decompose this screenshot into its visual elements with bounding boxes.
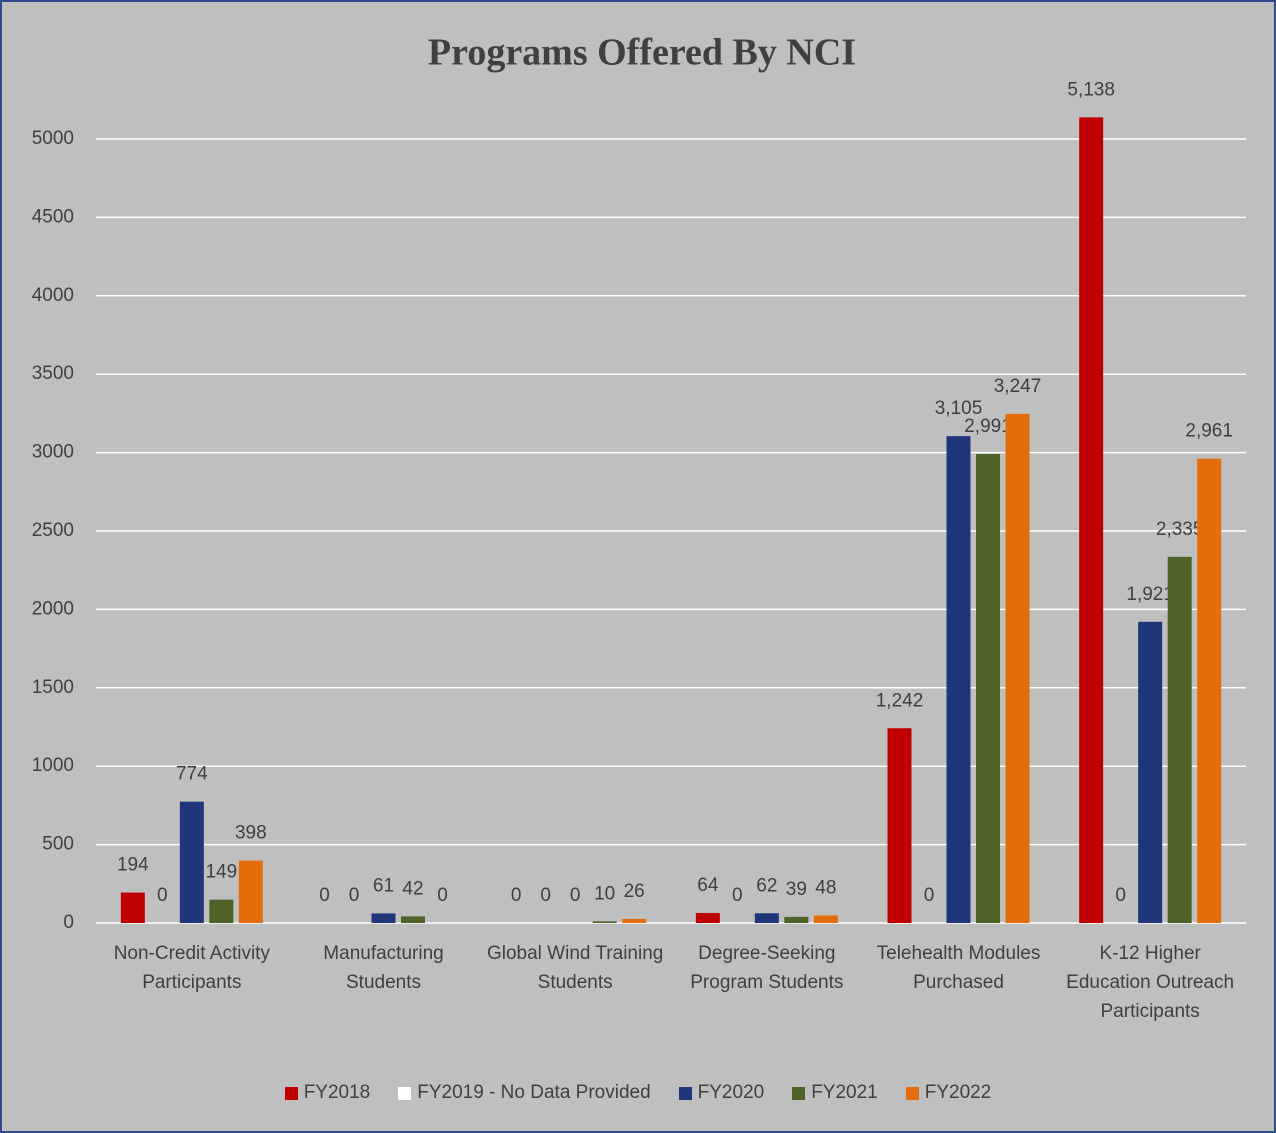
y-tick-label: 0 [63,912,74,933]
legend-item: FY2022 [905,1082,992,1104]
legend-label: FY2020 [697,1082,765,1103]
legend: FY2018 FY2019 - No Data Provided FY2020 FY2… [2,1082,1274,1104]
legend-item: FY2021 [792,1082,878,1104]
y-tick-label: 5000 [32,128,74,149]
y-tick-label: 4500 [32,206,74,227]
legend-swatch [398,1086,412,1100]
data-label: 774 [176,764,208,785]
data-label: 194 [117,855,149,876]
data-label: 0 [437,885,448,906]
bar [120,892,145,923]
bar [1197,458,1222,923]
bar [976,454,1000,923]
legend-label: FY2018 [303,1082,371,1103]
bar [946,436,971,923]
data-label: 0 [924,885,935,906]
data-label: 0 [732,885,743,906]
data-label: 3,105 [935,398,983,419]
bar [754,913,779,923]
bar [622,918,647,923]
x-tick-label: Degree-Seeking Program Students [690,943,844,993]
y-tick-label: 2000 [32,598,74,619]
y-tick-label: 1500 [32,677,74,698]
bar [209,899,234,923]
data-label: 0 [540,885,551,906]
bar [371,913,396,923]
x-tick-label: Global Wind Training Students [486,943,664,993]
legend-item: FY2019 - No Data Provided [398,1082,651,1104]
bar [887,728,912,923]
data-label: 3,247 [994,376,1042,397]
data-label: 0 [570,885,581,906]
data-label: 2,961 [1185,421,1233,442]
data-label: 1,242 [876,690,924,711]
bar [592,921,617,923]
legend-swatch [905,1086,919,1100]
legend-item: FY2020 [678,1082,765,1104]
data-label: 48 [815,877,836,898]
legend-swatch [678,1086,692,1100]
bar [1167,556,1192,923]
x-tick-label: Manufacturing Students [323,943,444,993]
legend-label: FY2019 - No Data Provided [417,1082,651,1103]
legend-item: FY2018 [284,1082,371,1104]
data-label: 149 [205,862,237,883]
legend-label: FY2022 [924,1082,992,1103]
data-label: 0 [319,885,330,906]
data-label: 0 [157,885,168,906]
data-label: 2,991 [964,416,1012,437]
chart-title: Programs Offered By NCI [428,32,856,74]
y-tick-label: 1000 [32,755,74,776]
data-label: 26 [624,881,645,902]
data-label: 0 [349,885,360,906]
data-label: 1,921 [1126,584,1174,605]
legend-swatch [284,1086,298,1100]
data-label: 64 [697,875,719,896]
bar [179,801,204,923]
bar [1005,413,1030,923]
bar [784,916,809,923]
bar [813,915,838,923]
data-label: 2,335 [1156,519,1204,540]
y-tick-label: 500 [42,834,74,855]
data-label: 5,138 [1067,79,1115,100]
data-label: 42 [402,878,423,899]
bar [238,860,263,923]
legend-swatch [792,1086,806,1100]
legend-label: FY2021 [811,1082,878,1103]
data-label: 0 [511,885,522,906]
x-tick-label: K-12 Higher Education Outreach Participa… [1066,943,1235,1022]
x-tick-label: Non-Credit Activity Participants [113,943,270,993]
bar [1138,621,1163,923]
y-tick-label: 3500 [32,363,74,384]
bar [401,916,425,923]
data-label: 0 [1115,885,1126,906]
bar [1079,117,1104,924]
y-tick-label: 3000 [32,442,74,463]
data-label: 10 [594,883,615,904]
y-tick-label: 2500 [32,520,74,541]
data-label: 39 [786,879,807,900]
data-label: 398 [235,823,267,844]
y-tick-label: 4000 [32,285,74,306]
data-label: 62 [756,875,777,896]
bar [695,912,720,923]
x-tick-label: Telehealth Modules Purchased [876,943,1041,993]
data-label: 61 [373,875,394,896]
